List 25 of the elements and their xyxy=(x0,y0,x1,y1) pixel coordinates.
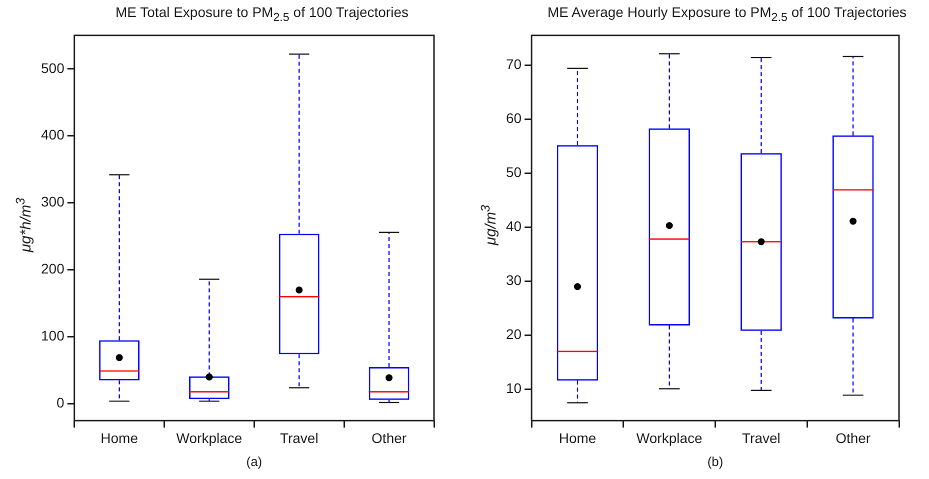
y-tick-label: 300 xyxy=(41,194,65,210)
y-tick-label: 0 xyxy=(56,394,65,411)
x-tick-label: Other xyxy=(372,430,407,446)
x-tick-label: Travel xyxy=(742,430,780,446)
x-tick-label: Other xyxy=(836,430,871,446)
y-tick-label: 400 xyxy=(41,126,65,143)
x-axis-title: (a) xyxy=(246,454,262,469)
x-tick-label: Home xyxy=(558,430,596,446)
x-tick-label: Home xyxy=(100,430,138,446)
y-tick-label: 20 xyxy=(506,326,522,342)
y-tick-label: 500 xyxy=(41,60,65,76)
chart-title: ME Average Hourly Exposure to PM$_{2.5}$ of 100 Trajectories xyxy=(546,4,908,24)
y-tick-label: 100 xyxy=(41,328,65,344)
y-tick-label: 30 xyxy=(506,272,522,288)
y-tick-label: 10 xyxy=(506,380,522,396)
chart-title: ME Total Exposure to PM$_{2.5}$ of 100 Trajectories xyxy=(114,4,410,24)
x-axis-title: (b) xyxy=(707,454,724,469)
y-tick-label: 40 xyxy=(506,218,522,234)
x-tick-label: Workplace xyxy=(176,430,242,446)
y-tick-label: 60 xyxy=(506,110,522,126)
y-tick-label: 200 xyxy=(41,260,65,277)
y-tick-label: 50 xyxy=(506,164,522,180)
y-tick-label: 70 xyxy=(506,56,522,72)
x-tick-label: Workplace xyxy=(636,430,703,446)
x-tick-label: Travel xyxy=(280,430,318,446)
